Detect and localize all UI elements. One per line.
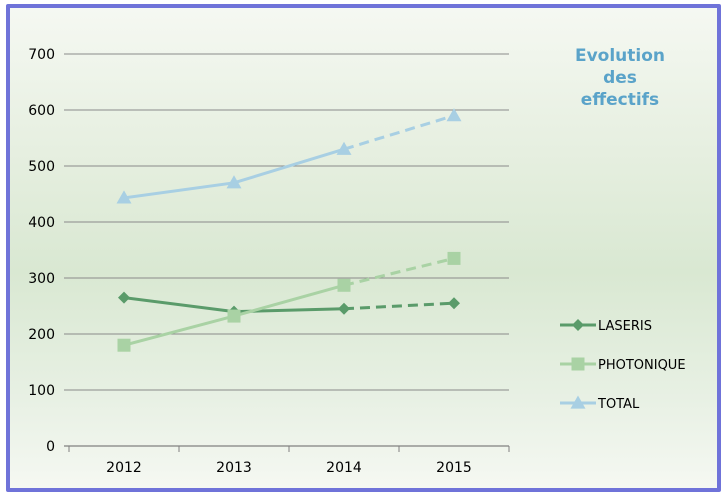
data-point-photonique: [227, 309, 241, 323]
legend-marker-photonique: [571, 357, 585, 371]
data-point-total: [446, 108, 462, 122]
data-point-laseris: [338, 302, 350, 315]
y-tick-label: 500: [28, 159, 55, 175]
data-point-photonique: [447, 251, 461, 265]
title-line-1: Evolution: [575, 46, 665, 66]
legend-label-laseris: LASERIS: [598, 319, 652, 334]
y-tick-label: 400: [28, 215, 55, 231]
y-tick-label: 600: [28, 103, 55, 119]
x-tick-label: 2013: [216, 460, 252, 476]
y-tick-label: 300: [28, 271, 55, 287]
legend-marker-total: [570, 395, 586, 409]
series-markers: [116, 108, 462, 352]
legend-label-photonique: PHOTONIQUE: [598, 358, 686, 373]
series-line-projected-laseris: [343, 301, 455, 311]
data-point-laseris: [448, 297, 460, 310]
data-point-photonique: [117, 338, 131, 352]
y-tick-label: 200: [28, 327, 55, 343]
legend-label-total: TOTAL: [597, 397, 640, 412]
series-line-projected-total: [343, 114, 455, 151]
title-line-2: des: [603, 68, 637, 88]
axes: [64, 445, 510, 452]
x-tick-label: 2015: [436, 460, 472, 476]
y-tick-label: 700: [28, 47, 55, 63]
chart-title: Evolution des effectifs: [575, 46, 665, 110]
legend-marker-laseris: [572, 319, 584, 331]
x-tick-label: 2014: [326, 460, 362, 476]
tick-labels: 0 100 200 300 400 500 600 700 2012 2013 2014 2015: [28, 47, 472, 476]
series-line-total: [123, 147, 345, 200]
gridlines: [64, 53, 509, 391]
y-tick-label: 100: [28, 383, 55, 399]
data-point-total: [116, 190, 132, 204]
chart-frame: [6, 4, 721, 492]
y-tick-label: 0: [46, 439, 55, 455]
data-point-laseris: [118, 291, 130, 304]
x-tick-label: 2012: [106, 460, 142, 476]
legend: LASERIS PHOTONIQUE TOTAL: [560, 319, 686, 412]
series-line-projected-photonique: [343, 256, 455, 287]
series-lines: [123, 114, 455, 347]
data-point-total: [226, 175, 242, 189]
data-point-photonique: [337, 278, 351, 292]
title-line-3: effectifs: [581, 90, 659, 110]
data-point-total: [336, 141, 352, 155]
